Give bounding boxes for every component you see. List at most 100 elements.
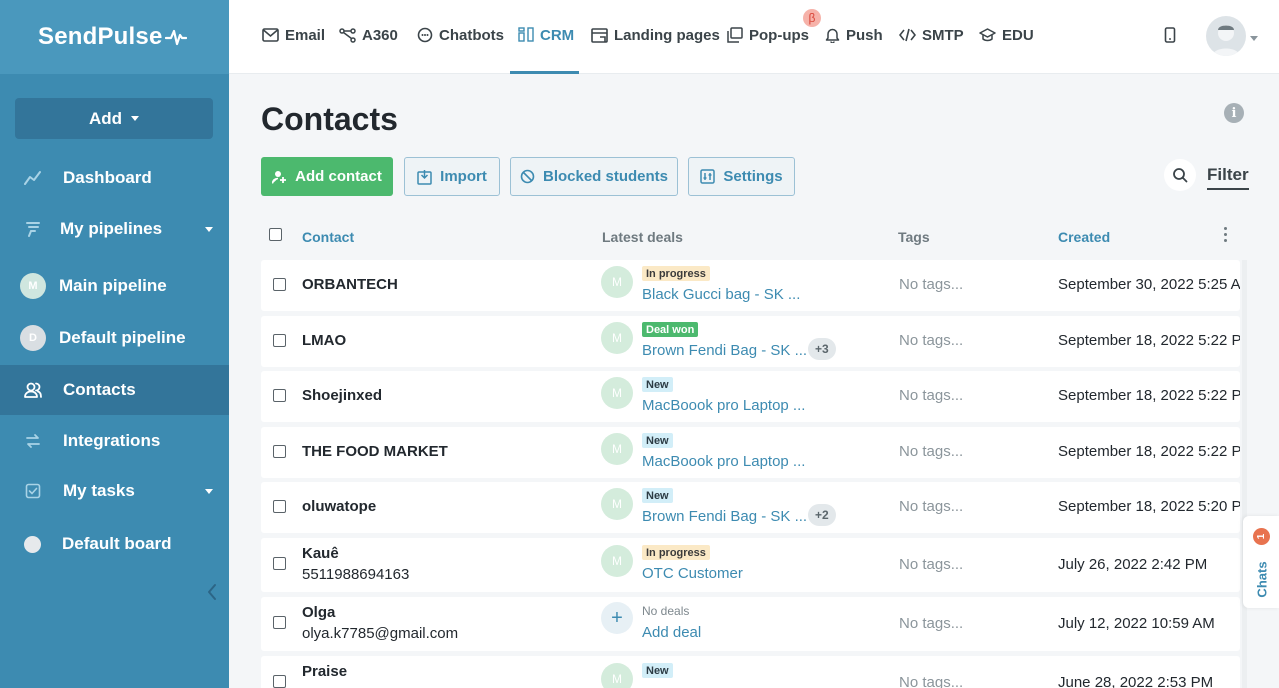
contact-name[interactable]: oluwatope bbox=[302, 498, 377, 515]
popups-icon bbox=[727, 27, 743, 43]
sidebar-item-label: Default pipeline bbox=[59, 328, 186, 347]
sidebar-item-integrations[interactable]: Integrations bbox=[0, 416, 229, 466]
logo[interactable]: SendPulse bbox=[0, 0, 229, 74]
tags-cell[interactable]: No tags... bbox=[899, 276, 964, 293]
blocked-students-button[interactable]: Blocked students bbox=[510, 157, 678, 196]
mobile-icon[interactable] bbox=[1164, 27, 1176, 43]
row-checkbox[interactable] bbox=[273, 278, 286, 291]
add-deal-icon[interactable]: + bbox=[601, 602, 633, 634]
tags-cell[interactable]: No tags... bbox=[899, 498, 964, 515]
deal-link[interactable]: MacBoook pro Laptop ... bbox=[642, 397, 806, 414]
contact-name[interactable]: Olga bbox=[302, 604, 336, 621]
table-row[interactable]: Olga olya.k7785@gmail.com + No deals Add… bbox=[261, 597, 1240, 651]
table-row[interactable]: Praise M New No tags... June 28, 2022 2:… bbox=[261, 656, 1240, 688]
select-all-checkbox[interactable] bbox=[269, 228, 282, 241]
filter-link[interactable]: Filter bbox=[1207, 165, 1249, 190]
deal-link[interactable]: MacBoook pro Laptop ... bbox=[642, 453, 806, 470]
more-deals-count[interactable]: +2 bbox=[808, 504, 836, 526]
sidebar-item-label: Main pipeline bbox=[59, 276, 167, 295]
tab-label: CRM bbox=[540, 26, 575, 44]
add-contact-button[interactable]: Add contact bbox=[261, 157, 393, 196]
import-button[interactable]: Import bbox=[404, 157, 500, 196]
tab-edu[interactable]: EDU bbox=[979, 24, 1034, 46]
tab-chatbots[interactable]: Chatbots bbox=[417, 24, 504, 46]
column-menu-icon[interactable] bbox=[1224, 227, 1228, 242]
tags-cell[interactable]: No tags... bbox=[899, 332, 964, 349]
tab-crm[interactable]: CRM bbox=[518, 24, 574, 46]
add-button[interactable]: Add bbox=[15, 98, 213, 139]
sidebar-item-label: My pipelines bbox=[60, 219, 163, 238]
column-header-created[interactable]: Created bbox=[1058, 229, 1111, 245]
row-checkbox[interactable] bbox=[273, 500, 286, 513]
deal-link[interactable]: OTC Customer bbox=[642, 565, 743, 582]
contact-name[interactable]: LMAO bbox=[302, 332, 347, 349]
chats-tab[interactable]: 1 Chats bbox=[1243, 516, 1279, 608]
tab-smtp[interactable]: SMTP bbox=[899, 24, 964, 46]
deal-avatar: M bbox=[601, 266, 633, 298]
row-checkbox[interactable] bbox=[273, 389, 286, 402]
settings-button[interactable]: Settings bbox=[688, 157, 795, 196]
search-icon bbox=[1173, 168, 1188, 183]
table-row[interactable]: oluwatope M New Brown Fendi Bag - SK ...… bbox=[261, 482, 1240, 533]
sidebar-item-label: Contacts bbox=[63, 380, 136, 399]
row-checkbox[interactable] bbox=[273, 445, 286, 458]
table-row[interactable]: Kauê 5511988694163 M In progress OTC Cus… bbox=[261, 538, 1240, 592]
tags-cell[interactable]: No tags... bbox=[899, 556, 964, 573]
sidebar-item-my-tasks[interactable]: My tasks bbox=[0, 466, 229, 516]
column-header-contact[interactable]: Contact bbox=[302, 229, 355, 245]
tab-email[interactable]: Email bbox=[262, 24, 325, 46]
contact-name[interactable]: THE FOOD MARKET bbox=[302, 443, 448, 460]
caret-down-icon bbox=[205, 226, 213, 232]
table-row[interactable]: THE FOOD MARKET M New MacBoook pro Lapto… bbox=[261, 427, 1240, 478]
sidebar-item-default-board[interactable]: Default board bbox=[0, 519, 229, 569]
row-checkbox[interactable] bbox=[273, 557, 286, 570]
tags-cell[interactable]: No tags... bbox=[899, 387, 964, 404]
contact-name[interactable]: Praise bbox=[302, 663, 348, 680]
sidebar-item-label: Default board bbox=[62, 534, 172, 553]
deal-status-badge: In progress bbox=[642, 545, 710, 560]
created-date: September 30, 2022 5:25 AM bbox=[1058, 276, 1240, 293]
row-checkbox[interactable] bbox=[273, 334, 286, 347]
row-checkbox[interactable] bbox=[273, 616, 286, 629]
landing-icon bbox=[591, 27, 608, 43]
chevron-left-icon[interactable] bbox=[205, 583, 219, 601]
sidebar: SendPulse Add Dashboard My pipelines M M… bbox=[0, 0, 229, 688]
user-avatar-icon bbox=[1212, 25, 1240, 56]
deal-link[interactable]: Black Gucci bag - SK ... bbox=[642, 286, 801, 303]
table-row[interactable]: ORBANTECH M In progress Black Gucci bag … bbox=[261, 260, 1240, 311]
more-deals-count[interactable]: +3 bbox=[808, 338, 836, 360]
sidebar-item-contacts[interactable]: Contacts bbox=[0, 365, 229, 415]
user-avatar[interactable] bbox=[1206, 16, 1246, 56]
tab-a360[interactable]: A360 bbox=[339, 24, 398, 46]
tab-pop-ups[interactable]: Pop-ups bbox=[727, 24, 809, 46]
caret-down-icon[interactable] bbox=[1250, 36, 1258, 41]
contact-name[interactable]: Shoejinxed bbox=[302, 387, 383, 404]
row-checkbox[interactable] bbox=[273, 675, 286, 688]
blocked-students-label: Blocked students bbox=[542, 168, 669, 185]
add-deal-link[interactable]: Add deal bbox=[642, 624, 702, 641]
sidebar-item-main-pipeline[interactable]: M Main pipeline bbox=[0, 261, 229, 311]
sidebar-item-my-pipelines[interactable]: My pipelines bbox=[0, 204, 229, 254]
deal-link[interactable]: Brown Fendi Bag - SK ... bbox=[642, 508, 808, 525]
contact-name[interactable]: Kauê bbox=[302, 545, 339, 562]
sidebar-item-label: Dashboard bbox=[63, 168, 152, 187]
tags-cell[interactable]: No tags... bbox=[899, 674, 964, 688]
search-button[interactable] bbox=[1164, 159, 1196, 191]
tab-push[interactable]: Push bbox=[825, 24, 883, 46]
deal-link[interactable]: Brown Fendi Bag - SK ... bbox=[642, 342, 808, 359]
table-row[interactable]: LMAO M Deal won Brown Fendi Bag - SK ...… bbox=[261, 316, 1240, 367]
contact-phone: 5511988694163 bbox=[302, 566, 410, 583]
tab-landing-pages[interactable]: Landing pages bbox=[591, 24, 720, 46]
deal-status-badge: Deal won bbox=[642, 322, 699, 337]
table-row[interactable]: Shoejinxed M New MacBoook pro Laptop ...… bbox=[261, 371, 1240, 422]
tab-label: EDU bbox=[1002, 26, 1034, 44]
sidebar-item-dashboard[interactable]: Dashboard bbox=[0, 153, 229, 203]
sidebar-item-default-pipeline[interactable]: D Default pipeline bbox=[0, 313, 229, 363]
tags-cell[interactable]: No tags... bbox=[899, 443, 964, 460]
scrollbar[interactable] bbox=[1242, 260, 1247, 688]
contact-name[interactable]: ORBANTECH bbox=[302, 276, 398, 293]
mail-icon bbox=[262, 28, 279, 42]
tags-cell[interactable]: No tags... bbox=[899, 615, 964, 632]
created-date: September 18, 2022 5:22 PM bbox=[1058, 443, 1240, 460]
info-icon[interactable]: i bbox=[1224, 103, 1244, 123]
